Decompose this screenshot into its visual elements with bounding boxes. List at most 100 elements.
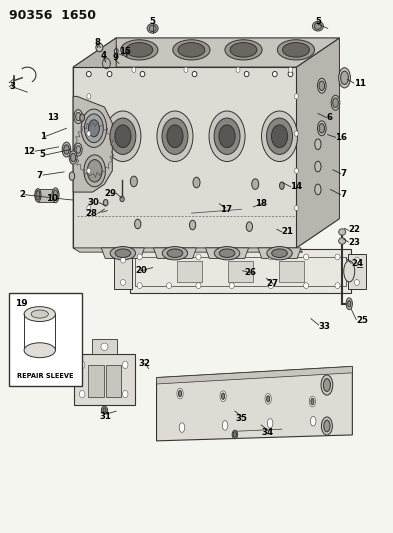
Ellipse shape [319,81,325,91]
Ellipse shape [196,282,201,288]
Text: 22: 22 [349,225,360,234]
Ellipse shape [179,423,185,432]
Text: 21: 21 [282,228,294,237]
Bar [279,261,304,282]
Ellipse shape [244,71,249,77]
Ellipse shape [339,68,351,88]
Ellipse shape [225,40,262,60]
Bar [9,293,82,386]
Ellipse shape [84,114,103,143]
Ellipse shape [272,71,277,77]
Text: 11: 11 [354,78,366,87]
Ellipse shape [319,124,325,133]
Text: 90356  1650: 90356 1650 [9,9,95,22]
Ellipse shape [110,247,136,260]
Ellipse shape [76,146,81,154]
Ellipse shape [81,109,107,148]
Text: 4: 4 [100,51,107,60]
Text: 7: 7 [341,190,347,199]
Text: 19: 19 [15,300,28,309]
Ellipse shape [135,219,141,229]
Text: 8: 8 [95,38,101,47]
Text: 24: 24 [351,260,363,268]
Text: 9: 9 [112,53,118,62]
Text: 17: 17 [220,205,232,214]
Ellipse shape [24,306,55,321]
Ellipse shape [339,229,346,235]
Ellipse shape [309,396,316,407]
Ellipse shape [294,205,298,211]
Ellipse shape [101,343,108,351]
Text: 35: 35 [235,414,248,423]
Ellipse shape [69,151,77,164]
Ellipse shape [304,254,309,260]
Text: 7: 7 [37,171,43,180]
Ellipse shape [192,71,197,77]
Ellipse shape [162,118,188,155]
Ellipse shape [162,247,188,260]
Ellipse shape [62,142,71,157]
Ellipse shape [294,94,298,99]
Bar [228,261,253,282]
Ellipse shape [87,94,91,99]
Ellipse shape [121,257,126,263]
Text: 6: 6 [327,113,332,122]
Ellipse shape [137,254,142,260]
Polygon shape [156,367,353,384]
Ellipse shape [167,125,183,148]
Ellipse shape [87,131,91,136]
Ellipse shape [167,282,172,288]
Bar [106,365,121,397]
Bar [88,365,104,397]
Bar [92,340,118,354]
Ellipse shape [69,172,75,180]
Ellipse shape [74,143,82,156]
Polygon shape [156,367,353,441]
Text: 31: 31 [100,412,112,421]
Ellipse shape [219,125,235,148]
Ellipse shape [177,388,183,399]
Ellipse shape [86,71,91,77]
Polygon shape [73,248,303,252]
Ellipse shape [87,205,91,211]
Ellipse shape [79,390,85,398]
Ellipse shape [315,139,321,150]
Ellipse shape [312,21,323,31]
Ellipse shape [157,111,193,161]
Text: 15: 15 [119,47,131,55]
Ellipse shape [87,168,91,173]
Ellipse shape [321,417,332,435]
Text: 27: 27 [267,279,279,288]
Ellipse shape [184,67,188,72]
Ellipse shape [222,421,228,430]
Text: 26: 26 [244,269,257,277]
Ellipse shape [87,160,102,182]
Ellipse shape [130,176,138,187]
Text: 2: 2 [19,190,25,199]
Polygon shape [73,96,112,192]
Ellipse shape [288,71,293,77]
Text: 23: 23 [349,238,360,247]
Polygon shape [38,189,55,201]
Polygon shape [153,248,196,259]
Ellipse shape [324,420,330,432]
Ellipse shape [219,249,235,257]
Ellipse shape [80,114,84,122]
Text: 1: 1 [40,132,46,141]
Ellipse shape [266,395,270,402]
Ellipse shape [149,25,156,31]
Text: 20: 20 [135,266,147,275]
Ellipse shape [75,112,81,121]
Text: 5: 5 [315,18,321,27]
Ellipse shape [110,118,136,155]
Bar [130,249,351,293]
Ellipse shape [277,40,314,60]
Polygon shape [206,248,249,259]
Ellipse shape [323,378,331,391]
Ellipse shape [173,40,210,60]
Ellipse shape [246,222,252,231]
Ellipse shape [318,78,326,93]
Bar [348,254,365,289]
Ellipse shape [344,261,355,282]
Ellipse shape [220,391,226,401]
